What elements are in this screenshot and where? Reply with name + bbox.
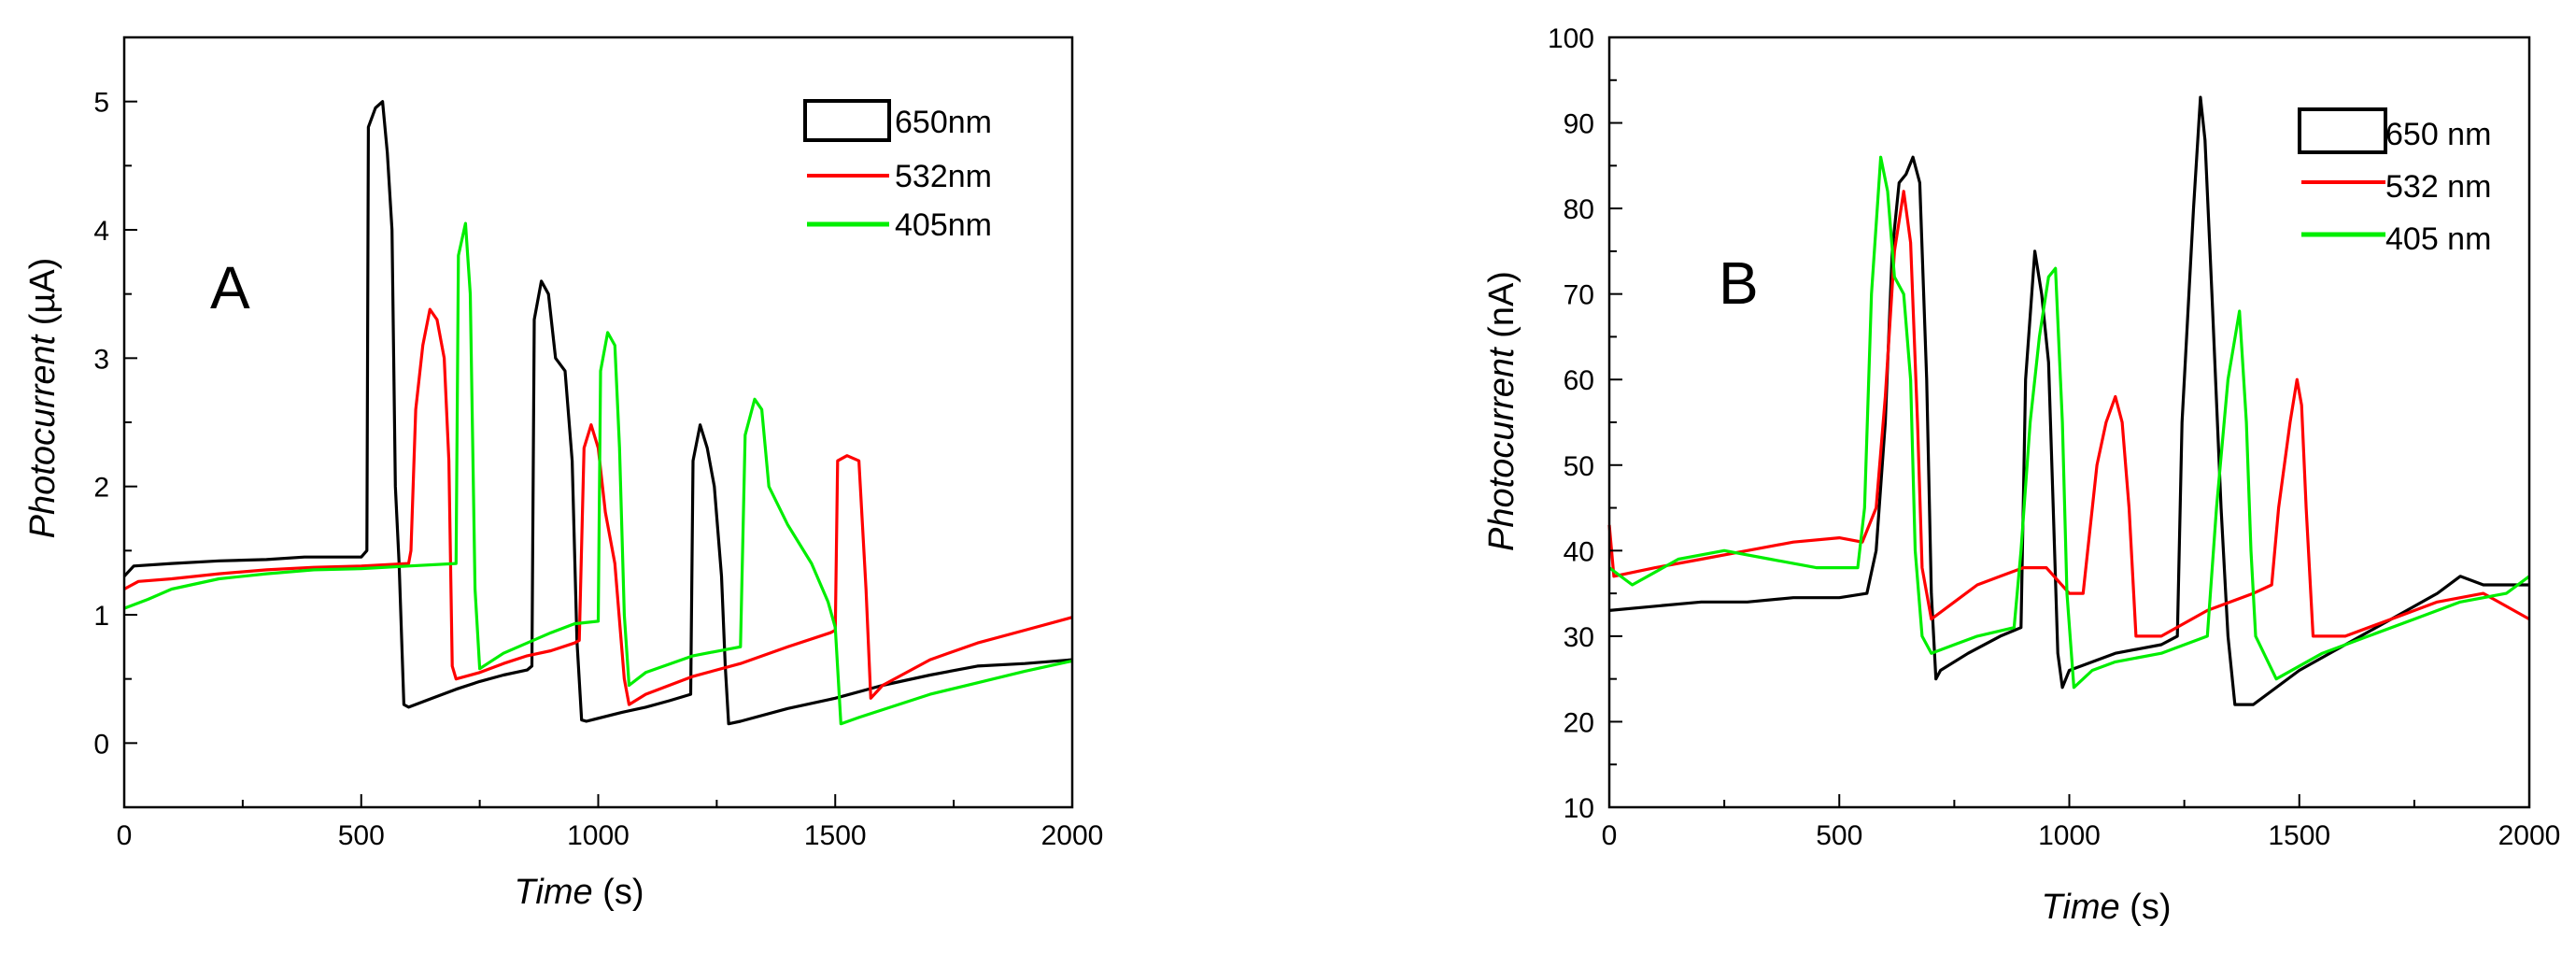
panel-b-y-tick-label: 90: [1564, 109, 1594, 140]
panel-b-legend-swatch-650nm: [2298, 107, 2387, 154]
panel-a-legend: 650nm 532nm 405nm: [803, 99, 992, 243]
panel-b-legend-label-650nm: 650 nm: [2385, 117, 2491, 152]
panel-a-y-axis-title-unit: (µA): [23, 258, 63, 335]
panel-a-x-axis-title-main: Time: [515, 873, 593, 912]
panel-b-label: B: [1719, 249, 1759, 317]
panel-b-y-tick-label: 30: [1564, 622, 1594, 653]
panel-a-x-tick-label: 0: [117, 820, 133, 851]
panel-b-y-tick-label: 10: [1564, 793, 1594, 824]
panel-a-series-line-405nm: [123, 221, 1073, 726]
panel-b-x-tick-label: 500: [1816, 820, 1862, 851]
panel-a-x-tick-label: 1000: [567, 820, 630, 851]
panel-b-legend: 650 nm 532 nm 405 nm: [2298, 107, 2491, 257]
panel-b-legend-label-405nm: 405 nm: [2385, 221, 2491, 257]
panel-a-y-tick-label: 1: [93, 601, 109, 632]
panel-b-y-tick-label: 80: [1564, 194, 1594, 225]
panel-a-y-tick-label: 0: [93, 729, 109, 760]
panel-b-x-axis-title: Time (s): [2042, 888, 2172, 927]
panel-a-series-line-532nm: [123, 307, 1073, 706]
panel-a-y-tick-label: 3: [93, 344, 109, 375]
panel-a-x-axis-title-unit: (s): [593, 873, 644, 912]
panel-b-y-tick-label: 100: [1548, 23, 1594, 54]
panel-b-x-tick-label: 0: [1602, 820, 1618, 851]
panel-b-y-tick-label: 50: [1564, 451, 1594, 482]
panel-a-y-axis-title: Photocurrent (µA): [23, 258, 63, 539]
panel-b-x-axis-title-main: Time: [2042, 888, 2120, 927]
panel-b-x-axis-title-unit: (s): [2120, 888, 2172, 927]
panel-b-series-line-650nm: [1608, 95, 2529, 706]
panel-a-y-tick-label: 4: [93, 216, 109, 247]
panel-a-y-tick-label: 5: [93, 88, 109, 119]
panel-b-plot-frame: [1607, 36, 2531, 809]
panel-a-plot-frame: [122, 36, 1074, 809]
panel-a-legend-label-532nm: 532nm: [895, 159, 992, 194]
panel-b-y-axis-title: Photocurrent (nA): [1482, 271, 1522, 551]
panel-a-x-axis-title: Time (s): [515, 873, 644, 912]
panel-b-y-tick-label: 20: [1564, 707, 1594, 738]
panel-a-legend-swatch-650nm: [803, 99, 891, 142]
panel-b-x-tick-label: 1500: [2268, 820, 2330, 851]
panel-b-y-tick-label: 70: [1564, 280, 1594, 311]
panel-a: 0 500 1000 1500 2000 0 1 2 3 4 5 A Time (s) Photoc…: [23, 36, 1104, 912]
panel-b-ticks: 0 500 1000 1500 2000 10 20 30 40 50 60 70 80 90 100: [1548, 23, 2560, 851]
panel-a-x-tick-label: 500: [338, 820, 385, 851]
panel-b-y-axis-title-unit: (nA): [1482, 271, 1522, 348]
panel-a-y-tick-label: 2: [93, 473, 109, 504]
panel-a-x-tick-label: 2000: [1041, 820, 1104, 851]
panel-a-y-axis-title-main: Photocurrent: [23, 334, 63, 538]
panel-b-series-line-532nm: [1607, 190, 2530, 638]
panel-b-y-tick-label: 60: [1564, 365, 1594, 396]
panel-b-x-tick-label: 2000: [2498, 820, 2561, 851]
panel-b-x-tick-label: 1000: [2038, 820, 2101, 851]
panel-b-series-line-405nm: [1608, 155, 2530, 690]
panel-b-y-tick-label: 40: [1564, 536, 1594, 567]
panel-a-label: A: [210, 254, 250, 321]
panel-a-series-lines: [122, 100, 1073, 726]
panel-a-x-tick-label: 1500: [804, 820, 867, 851]
panel-b-legend-label-532nm: 532 nm: [2385, 169, 2491, 205]
panel-b-series-lines: [1607, 95, 2530, 706]
panel-b-y-axis-title-main: Photocurrent: [1482, 347, 1522, 551]
panel-a-legend-label-650nm: 650nm: [895, 105, 992, 140]
panel-a-legend-label-405nm: 405nm: [895, 207, 992, 243]
panel-a-series-line-650nm: [122, 100, 1073, 726]
panel-a-ticks: 0 500 1000 1500 2000 0 1 2 3 4 5: [93, 36, 1104, 851]
